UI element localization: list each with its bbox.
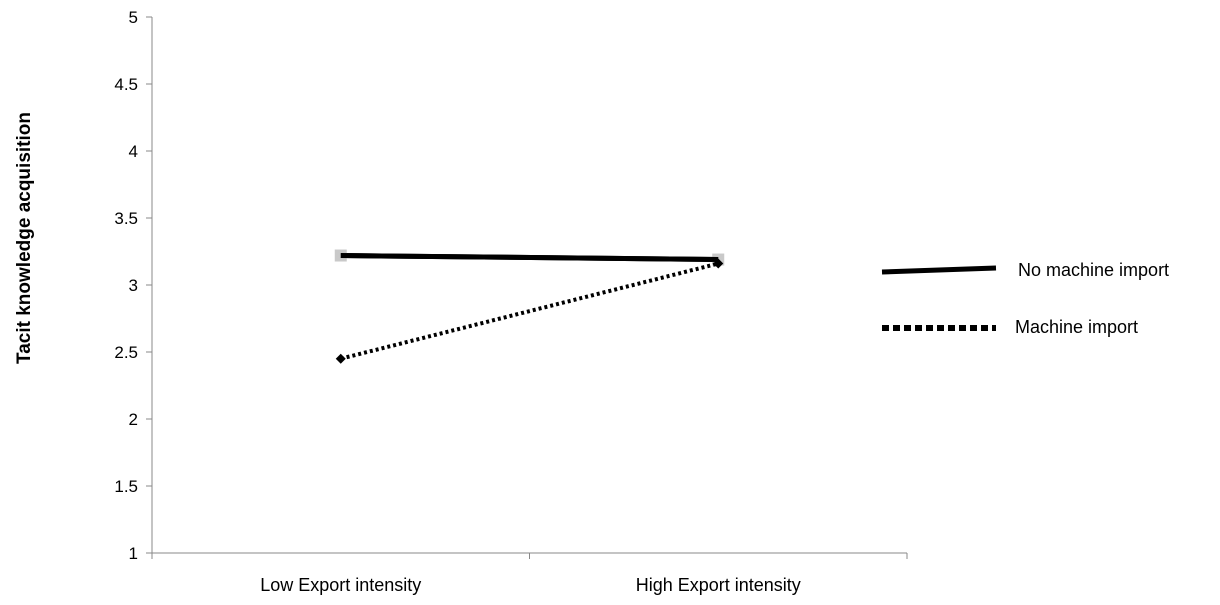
legend-label-1: No machine import (1018, 260, 1169, 280)
x-tick-label: Low Export intensity (260, 575, 421, 595)
series-point (713, 258, 724, 269)
y-tick-label: 1 (129, 544, 138, 563)
y-tick-label: 1.5 (114, 477, 138, 496)
y-axis-label: Tacit knowledge acquisition (14, 112, 35, 364)
series-point (335, 353, 346, 364)
y-tick-label: 3 (129, 276, 138, 295)
x-tick-label: High Export intensity (636, 575, 801, 595)
y-tick-label: 5 (129, 8, 138, 27)
y-tick-label: 3.5 (114, 209, 138, 228)
y-tick-label: 4 (129, 142, 138, 161)
series-line-overlay (340, 253, 719, 263)
legend-swatch-1 (881, 265, 997, 275)
y-tick-label: 2.5 (114, 343, 138, 362)
y-tick-label: 4.5 (114, 75, 138, 94)
legend: No machine import Machine import (881, 260, 1169, 337)
legend-label-2: Machine import (1015, 317, 1138, 337)
y-tick-label: 2 (129, 410, 138, 429)
axes: 1 1.5 2 2.5 3 3.5 4 4.5 5 Low Export intensity Hig… (114, 8, 908, 595)
plot-area (334, 249, 725, 364)
series-line-2 (340, 261, 719, 361)
